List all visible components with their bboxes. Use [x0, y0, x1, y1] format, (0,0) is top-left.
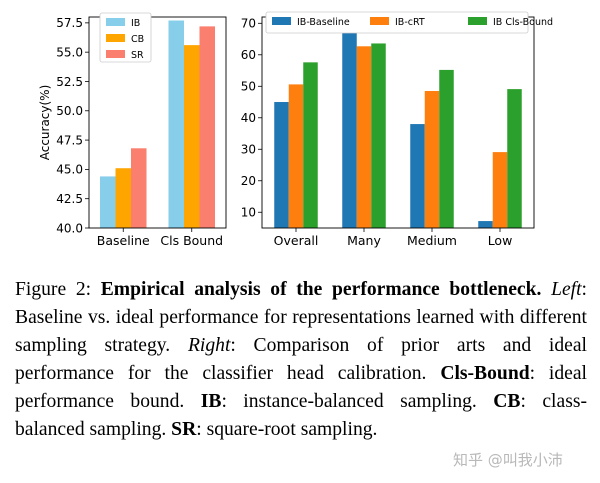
legend-label: SR: [131, 50, 144, 61]
figure-caption: Figure 2: Empirical analysis of the perf…: [15, 276, 587, 444]
bar-ib-cls-bound-overall: [303, 62, 318, 228]
legend-swatch: [370, 17, 389, 25]
right-chart: Overall Many Medium Low 10 20 30 40 50 60 70 IB-Bas…: [241, 11, 553, 248]
bar-ib-baseline: [100, 176, 116, 228]
y-tick-label: 50: [241, 80, 256, 94]
bar-ib-baseline-medium: [410, 124, 425, 228]
y-tick-label: 50.0: [56, 104, 83, 118]
legend-label: CB: [131, 34, 144, 45]
bar-ib-cls-bound-many: [371, 43, 386, 228]
x-tick-label: Many: [347, 233, 381, 248]
bar-ib-cls-bound-medium: [439, 69, 454, 228]
bar-ib-baseline-many: [342, 32, 357, 228]
caption-sr-text: : square-root sampling.: [196, 419, 378, 440]
bar-ib-cls-bound-low: [507, 89, 522, 228]
legend-label: IB Cls-Bound: [493, 17, 553, 28]
bar-cb-cls-bound: [184, 45, 200, 229]
caption-ib-label: IB: [200, 391, 222, 412]
x-tick-label: Overall: [274, 233, 319, 248]
legend-label: IB-Baseline: [297, 17, 350, 28]
legend-box: [265, 11, 529, 34]
caption-cb-text: : class-balanced sampling.: [15, 391, 587, 440]
x-tick-label: Medium: [407, 233, 457, 248]
x-tick-label: Baseline: [97, 233, 150, 248]
y-tick-label: 55.0: [56, 45, 83, 59]
y-tick-label: 47.5: [56, 133, 83, 147]
x-tick-label: Low: [488, 233, 513, 248]
y-tick-label: 10: [241, 206, 256, 220]
watermark: 知乎 @叫我小沛: [453, 451, 563, 469]
caption-right-text: : Comparison of prior arts and ideal per…: [15, 335, 587, 384]
caption-clsbound-label: Cls-Bound: [440, 363, 530, 384]
plot-frame: [88, 16, 227, 229]
bar-ib-baseline-low: [478, 221, 493, 228]
y-tick-label: 60: [241, 48, 256, 62]
bar-sr-cls-bound: [199, 26, 215, 228]
bar-ib-cls-bound: [168, 20, 184, 229]
legend-label: IB: [131, 18, 140, 29]
left-chart: Baseline Cls Bound 40.0 42.5 45.0 47.5 50.0 52.…: [38, 12, 227, 248]
y-tick-label: 57.5: [56, 16, 83, 30]
legend-swatch: [106, 34, 125, 42]
y-axis-label: Accuracy(%): [38, 85, 52, 161]
bar-ib-crt-many: [356, 46, 372, 229]
y-tick-label: 42.5: [56, 192, 83, 206]
y-tick-label: 20: [241, 174, 256, 188]
caption-label: Figure 2:: [15, 279, 101, 300]
caption-clsbound-text: : ideal performance bound.: [15, 363, 588, 412]
legend-swatch: [272, 17, 291, 25]
legend-label: IB-cRT: [395, 17, 425, 28]
caption-left-text: : Baseline vs. ideal performance for rep…: [15, 279, 587, 356]
bar-ib-crt-low: [492, 152, 508, 228]
caption-sr-label: SR: [171, 419, 197, 440]
legend-swatch: [106, 50, 125, 58]
y-tick-label: 30: [241, 143, 256, 157]
y-tick-label: 45.0: [56, 163, 83, 177]
bar-ib-baseline-overall: [274, 102, 289, 228]
y-tick-label: 40.0: [56, 221, 83, 235]
x-tick-label: Cls Bound: [160, 233, 223, 248]
bar-ib-crt-overall: [288, 84, 304, 228]
caption-cb-label: CB: [493, 391, 521, 412]
y-tick-label: 40: [241, 111, 256, 125]
y-tick-label: 52.5: [56, 75, 83, 89]
legend-swatch: [106, 18, 125, 26]
caption-left-label: Left: [551, 279, 582, 300]
caption-right-label: Right: [187, 335, 231, 356]
y-tick-label: 70: [241, 17, 256, 31]
caption-ib-text: : instance-balanced sampling.: [221, 391, 494, 412]
figure-charts: Baseline Cls Bound 40.0 42.5 45.0 47.5 50.0 52.…: [38, 11, 553, 248]
caption-title: Empirical analysis of the performance bo…: [100, 279, 542, 300]
bar-ib-crt-medium: [424, 91, 440, 228]
legend-swatch: [468, 17, 487, 25]
bar-sr-baseline: [131, 148, 147, 228]
bar-cb-baseline: [115, 168, 131, 228]
